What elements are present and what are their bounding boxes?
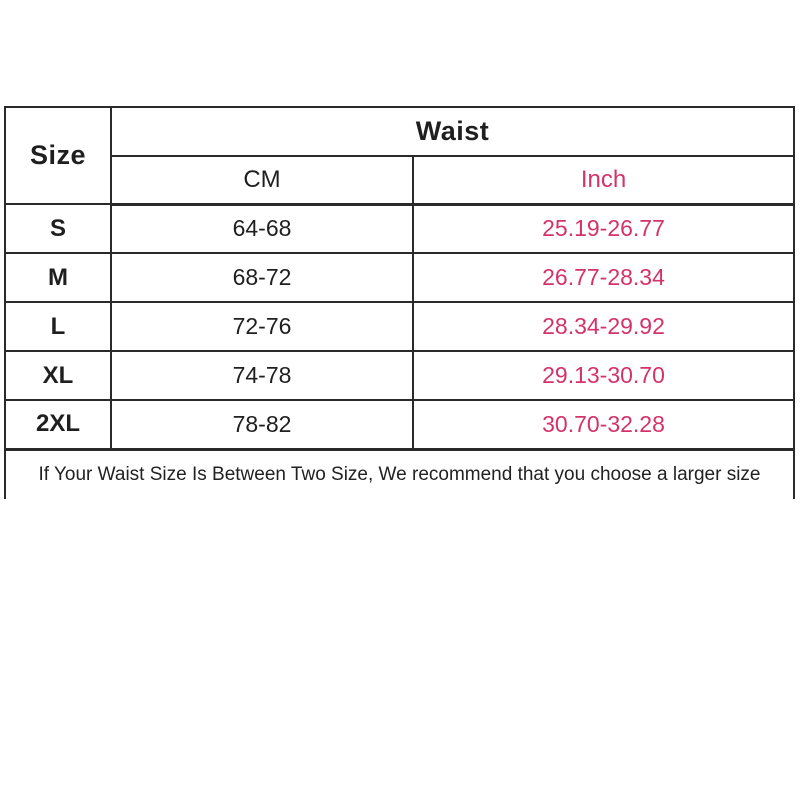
table-row: XL 74-78 29.13-30.70 [4, 350, 796, 401]
header-cm: CM [110, 155, 414, 206]
cell-size: M [4, 252, 112, 303]
cell-cm: 64-68 [110, 203, 414, 254]
cell-cm: 68-72 [110, 252, 414, 303]
note-row: If Your Waist Size Is Between Two Size, … [3, 447, 796, 499]
cell-size: L [4, 301, 112, 352]
cell-cm: 72-76 [110, 301, 414, 352]
header-row-waist: Size Waist [4, 106, 796, 205]
table-row: M 68-72 26.77-28.34 [4, 252, 796, 303]
table-row: S 64-68 25.19-26.77 [4, 203, 796, 254]
header-waist: Waist [109, 106, 796, 157]
cell-size: S [4, 203, 112, 254]
cell-size: 2XL [4, 399, 112, 450]
cell-inch: 30.70-32.28 [411, 399, 796, 450]
size-advice-note: If Your Waist Size Is Between Two Size, … [3, 447, 796, 499]
cell-inch: 26.77-28.34 [411, 252, 796, 303]
header-size: Size [4, 106, 112, 205]
cell-inch: 25.19-26.77 [411, 203, 796, 254]
cell-cm: 74-78 [110, 350, 414, 401]
cell-cm: 78-82 [110, 399, 414, 450]
size-chart-table: Size Waist CM Inch S 64-68 25.19-26.77 M… [3, 106, 796, 499]
table-row: 2XL 78-82 30.70-32.28 [4, 399, 796, 450]
cell-inch: 28.34-29.92 [411, 301, 796, 352]
header-row-units: CM Inch [5, 155, 796, 206]
cell-size: XL [4, 350, 112, 401]
header-inch: Inch [411, 155, 796, 206]
cell-inch: 29.13-30.70 [411, 350, 796, 401]
table-row: L 72-76 28.34-29.92 [4, 301, 796, 352]
